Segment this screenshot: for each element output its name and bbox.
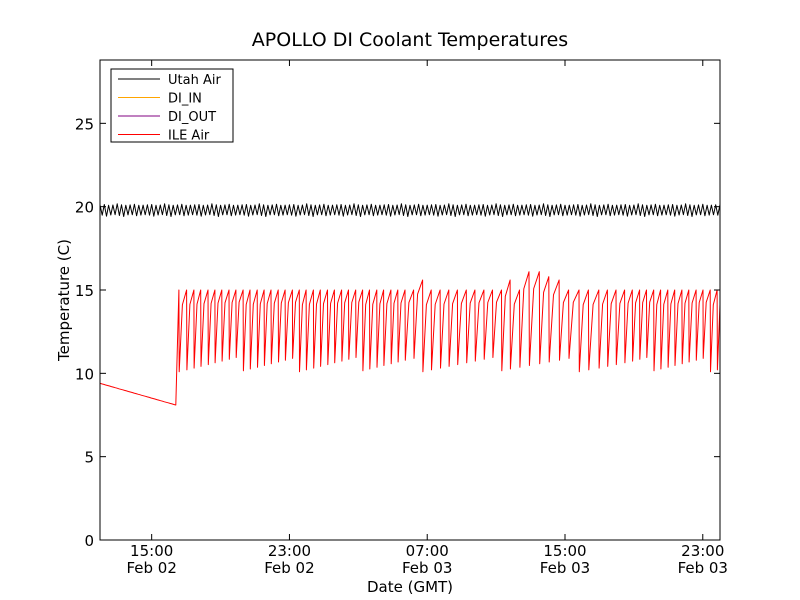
y-tick-label: 25 [75, 115, 94, 133]
legend-label: Utah Air [168, 73, 221, 88]
x-tick-label-date: Feb 03 [402, 559, 452, 577]
legend-box [110, 68, 234, 143]
x-tick-label-time: 23:00 [268, 542, 311, 560]
y-tick-label: 0 [84, 532, 94, 550]
legend: Utah Air DI_IN DI_OUT ILE Air [110, 68, 234, 144]
series-line-utah-air [99, 203, 721, 217]
x-tick-label-date: Feb 02 [264, 559, 314, 577]
chart-title: APOLLO DI Coolant Temperatures [252, 29, 568, 51]
x-axis-label: Date (GMT) [367, 578, 453, 596]
y-tick-label: 15 [75, 282, 94, 300]
legend-label: DI_IN [168, 92, 202, 107]
y-tick-label: 10 [75, 365, 94, 383]
x-tick-label-date: Feb 03 [678, 559, 728, 577]
series-line-ile-air [99, 271, 721, 406]
y-tick-label: 20 [75, 199, 94, 217]
plot-frame [99, 59, 721, 541]
y-tick-label: 5 [84, 449, 94, 467]
legend-label: ILE Air [168, 129, 210, 144]
x-tick-label-time: 07:00 [406, 542, 449, 560]
x-tick-label-time: 23:00 [681, 542, 724, 560]
x-tick-label-time: 15:00 [543, 542, 586, 560]
legend-label: DI_OUT [168, 110, 216, 125]
y-axis-label: Temperature (C) [55, 239, 73, 362]
x-tick-label-date: Feb 02 [126, 559, 176, 577]
x-tick-label-time: 15:00 [130, 542, 173, 560]
x-tick-label-date: Feb 03 [540, 559, 590, 577]
